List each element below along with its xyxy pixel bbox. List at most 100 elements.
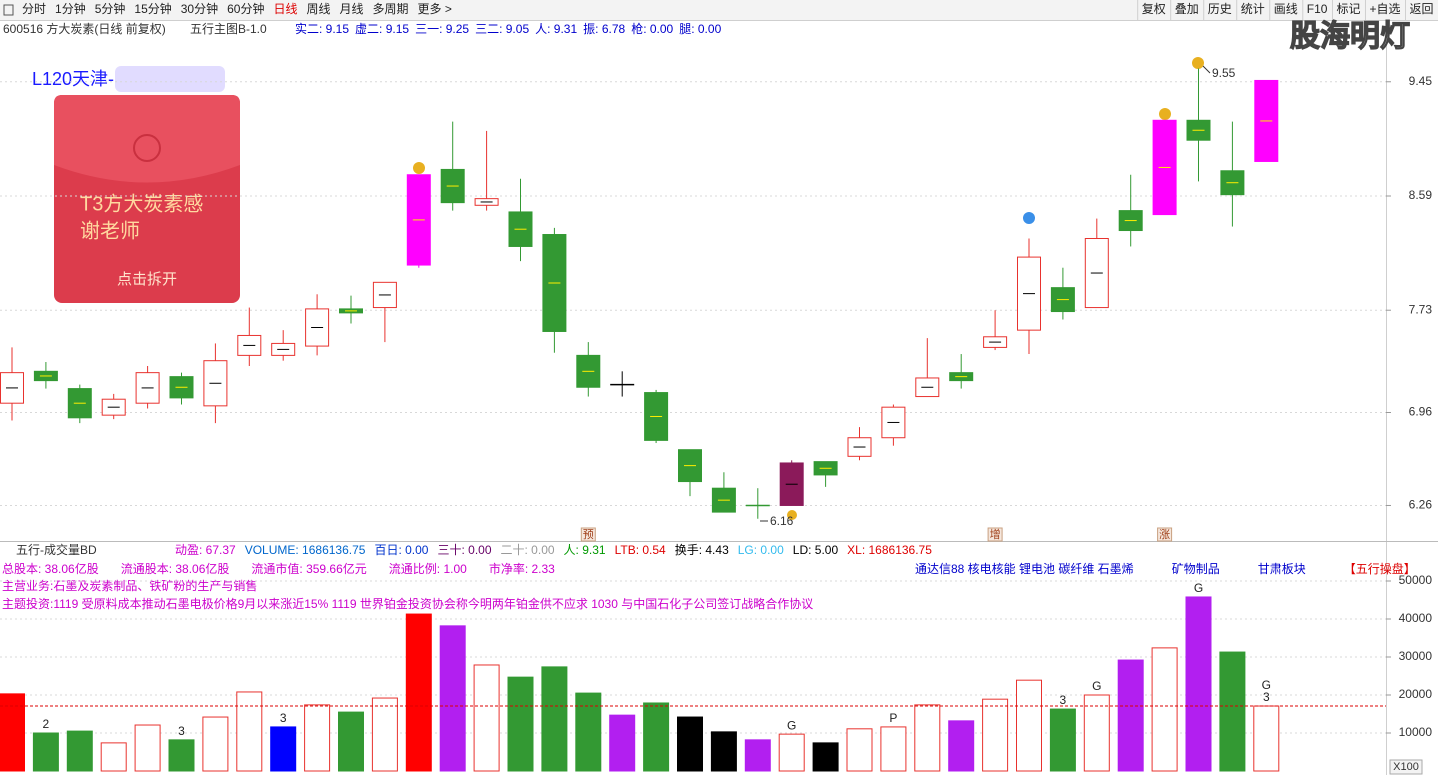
sector-tag[interactable]: 甘肃板块 (1258, 562, 1306, 576)
period-button[interactable]: 周线 (306, 2, 330, 16)
tool-button[interactable]: 复权 (1142, 2, 1166, 16)
volume-bar (1049, 708, 1076, 772)
tool-button[interactable]: 标记 (1336, 2, 1360, 16)
tool-button[interactable]: +自选 (1369, 2, 1400, 16)
red-envelope[interactable] (54, 66, 240, 303)
fundamental: 总股本: 38.06亿股 (2, 561, 99, 576)
volume-stat: VOLUME: 1686136.75 (245, 543, 366, 557)
indicator-value: 实二: 9.15 (295, 21, 349, 36)
volume-stat: 三十: 0.00 (437, 543, 491, 557)
sector-tag[interactable]: 通达信88 核电核能 锂电池 碳纤维 石墨烯 (915, 561, 1134, 576)
period-button[interactable]: 60分钟 (227, 1, 264, 16)
money-icon (787, 510, 797, 520)
tool-button[interactable]: 统计 (1241, 2, 1265, 16)
toolbar-bg (0, 0, 1438, 20)
volume-bar (270, 726, 297, 772)
volume-bar (541, 666, 568, 772)
volume-signal: G (787, 718, 796, 732)
money-icon (1159, 108, 1171, 120)
signal-marker: 预 (583, 528, 594, 541)
indicator-value: 三二: 9.05 (475, 22, 529, 36)
volume-signal: 3 (1263, 690, 1270, 704)
y-tick-label: 9.45 (1409, 74, 1433, 88)
period-button[interactable]: 多周期 (373, 2, 409, 16)
indicator-value: 振: 6.78 (583, 22, 625, 36)
period-button[interactable]: 更多 > (418, 2, 452, 16)
marker-box (987, 527, 1003, 542)
tool-button[interactable]: 返回 (1409, 2, 1433, 16)
volume-bar (0, 693, 25, 772)
volume-bar (710, 731, 737, 772)
volume-bar (100, 742, 127, 772)
indicator-value: 三一: 9.25 (415, 22, 469, 36)
volume-bar (914, 704, 941, 772)
indicator-value: 人: 9.31 (535, 22, 577, 36)
marker-box (1157, 527, 1173, 542)
tool-button[interactable]: F10 (1307, 2, 1328, 16)
period-button[interactable]: 分时 (22, 2, 46, 16)
volume-bar (134, 724, 161, 772)
period-button[interactable]: 30分钟 (181, 1, 218, 16)
volume-bar (1117, 659, 1144, 772)
popup-button[interactable]: 点击拆开 (117, 271, 177, 288)
unit-box (1389, 759, 1423, 775)
envelope-flap (54, 95, 240, 183)
fundamental: 流通股本: 38.06亿股 (121, 561, 230, 576)
volume-signal: G (1194, 581, 1203, 595)
indicator-value: 枪: 0.00 (631, 21, 673, 36)
tool-button[interactable]: 叠加 (1175, 2, 1199, 16)
security-name: 600516 方大炭素(日线 前复权) (3, 21, 166, 36)
indicator-value: 虚二: 9.15 (355, 22, 409, 36)
period-button[interactable]: 月线 (340, 2, 364, 16)
volume-bar (677, 716, 703, 772)
sector-tag[interactable]: 矿物制品 (1172, 562, 1220, 576)
volume-bar (168, 739, 195, 772)
y-tick-label: 30000 (1399, 649, 1433, 663)
y-tick-label: 7.73 (1409, 302, 1433, 316)
volume-bar (439, 625, 466, 772)
volume-bar (846, 728, 873, 772)
volume-stat: LTB: 0.54 (615, 543, 666, 557)
volume-signal: 3 (280, 711, 287, 725)
period-button[interactable]: 5分钟 (95, 1, 126, 16)
themes: 主题投资:1119 受原料成本推动石墨电极价格9月以来涨近15% 1119 世界… (2, 596, 813, 611)
y-tick-label: 6.96 (1409, 405, 1433, 419)
fundamental: 流通市值: 359.66亿元 (251, 561, 366, 576)
period-button[interactable]: 日线 (273, 2, 297, 16)
y-tick-label: 50000 (1399, 573, 1433, 587)
fundamental: 流通比例: 1.00 (389, 562, 467, 576)
signal-marker: 涨 (1159, 528, 1170, 541)
business: 主营业务:石墨及炭素制品、铁矿粉的生产与销售 (2, 578, 257, 593)
volume-stat: LD: 5.00 (793, 543, 839, 557)
volume-bar (575, 692, 602, 772)
volume-bar (304, 704, 331, 772)
sector-tag[interactable]: 【五行操盘】 (1344, 561, 1416, 576)
volume-bar (744, 739, 771, 772)
volume-bar (880, 726, 907, 772)
y-tick-label: 10000 (1399, 725, 1433, 739)
annotation-arrow (1202, 65, 1211, 74)
volume-bar (948, 720, 975, 772)
period-button[interactable]: 1分钟 (55, 1, 86, 16)
volume-bar (473, 664, 500, 772)
volume-stat: 二十: 0.00 (501, 543, 555, 557)
volume-indicator-name[interactable]: 五行-成交量BD (16, 542, 97, 557)
unit-label: X100 (1393, 761, 1419, 773)
indicator-name[interactable]: 五行主图B-1.0 (190, 22, 267, 36)
volume-bar (1151, 647, 1178, 772)
period-button[interactable]: 15分钟 (134, 1, 171, 16)
popup-header: L120天津- (32, 69, 114, 89)
volume-bar (778, 733, 805, 772)
volume-signal: 3 (178, 724, 185, 738)
volume-bar (812, 742, 839, 772)
panel-icon[interactable] (3, 4, 14, 16)
volume-bar (1016, 679, 1042, 772)
volume-stat: 百日: 0.00 (374, 543, 428, 557)
tool-button[interactable]: 历史 (1208, 2, 1232, 16)
volume-signal: 3 (1060, 693, 1067, 707)
money-icon (1192, 57, 1204, 69)
volume-bar (405, 613, 432, 772)
watermark: 股海明灯 (1290, 20, 1410, 53)
tool-button[interactable]: 画线 (1274, 2, 1298, 16)
